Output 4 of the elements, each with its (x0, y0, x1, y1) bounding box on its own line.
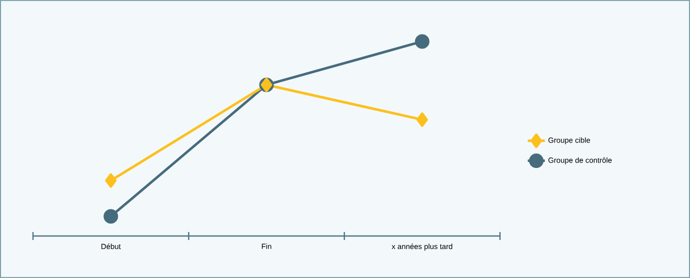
point (105, 173, 117, 188)
point (416, 112, 428, 127)
point (414, 34, 430, 49)
point (104, 209, 118, 224)
